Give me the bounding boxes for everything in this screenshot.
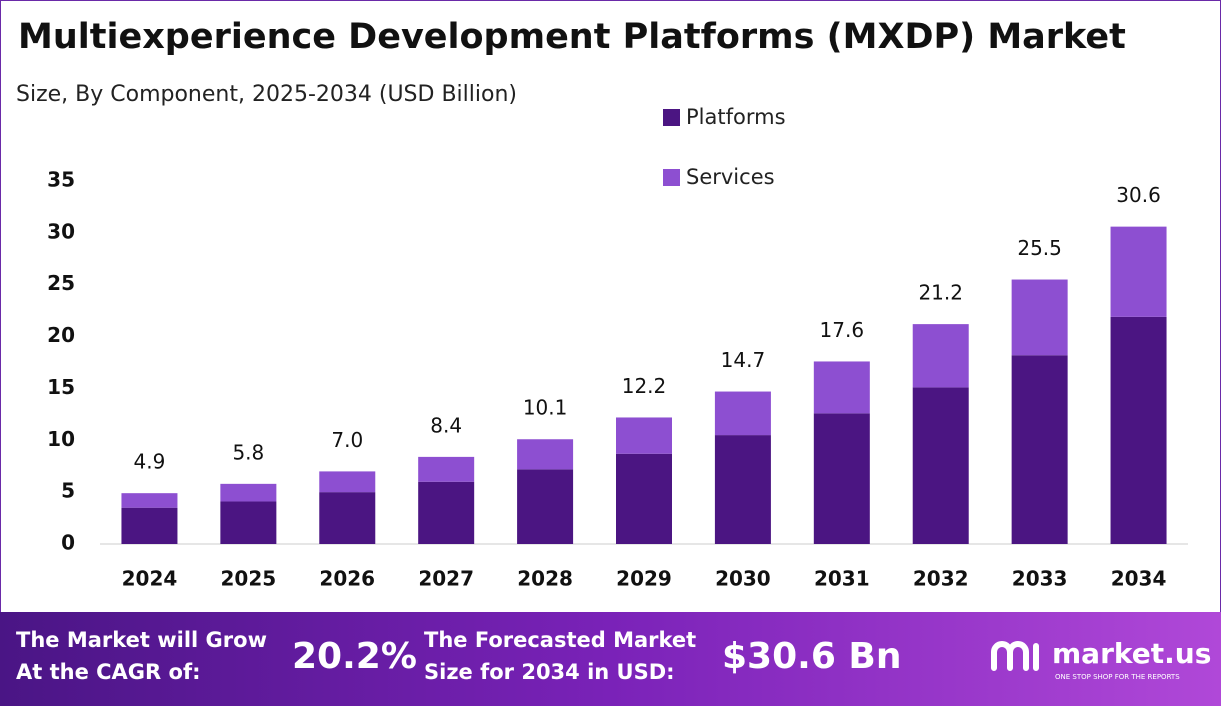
footer-band <box>0 612 1221 706</box>
forecast-text-box: The Forecasted Market Size for 2034 in U… <box>424 628 697 684</box>
value-label: 5.8 <box>232 440 264 464</box>
value-label: 17.6 <box>820 318 865 342</box>
x-tick-label: 2029 <box>616 567 672 591</box>
bar-segment <box>714 435 771 544</box>
bar-segment <box>1110 316 1167 544</box>
bar-segment <box>319 471 376 493</box>
bar-segment <box>1110 226 1167 317</box>
legend-swatch <box>663 169 680 186</box>
bar-segment <box>714 391 771 436</box>
value-label: 4.9 <box>134 450 166 474</box>
x-tick-label: 2027 <box>418 567 474 591</box>
forecast-text: The Forecasted Market Size for 2034 in U… <box>424 628 697 684</box>
value-label: 8.4 <box>430 413 462 437</box>
bar-segment <box>418 481 475 544</box>
value-label: 12.2 <box>622 374 667 398</box>
y-tick-label: 20 <box>47 323 75 347</box>
bar-segment <box>813 413 870 544</box>
footer: The Market will Grow At the CAGR of: 20.… <box>0 612 1221 706</box>
x-tick-label: 2026 <box>319 567 375 591</box>
value-label: 30.6 <box>1116 183 1161 207</box>
value-label: 14.7 <box>721 348 766 372</box>
y-tick-label: 0 <box>61 531 75 555</box>
y-tick-label: 5 <box>61 479 75 503</box>
value-label: 25.5 <box>1017 236 1062 260</box>
bar-segment <box>220 501 277 544</box>
cagr-text: The Market will Grow At the CAGR of: <box>16 628 267 684</box>
x-tick-label: 2030 <box>715 567 771 591</box>
bar-segment <box>912 387 969 544</box>
cagr-text-box: The Market will Grow At the CAGR of: <box>16 628 267 684</box>
y-tick-label: 15 <box>47 375 75 399</box>
legend-swatch <box>663 109 680 126</box>
legend-label: Platforms <box>686 105 786 129</box>
value-label: 7.0 <box>331 428 363 452</box>
x-tick-label: 2024 <box>122 567 178 591</box>
forecast-value: $30.6 Bn <box>722 636 901 677</box>
value-label: 21.2 <box>918 281 963 305</box>
bar-segment <box>121 507 178 544</box>
bar-segment <box>418 456 475 482</box>
brand-name: market.us <box>1052 637 1211 670</box>
brand-tagline: ONE STOP SHOP FOR THE REPORTS <box>1055 673 1180 681</box>
bar-segment <box>1011 279 1068 356</box>
x-tick-label: 2028 <box>517 567 573 591</box>
chart-title: Multiexperience Development Platforms (M… <box>18 17 1126 57</box>
y-tick-label: 35 <box>47 168 75 192</box>
brand-logo <box>991 641 1039 671</box>
legend-label: Services <box>686 165 775 189</box>
y-tick-label: 25 <box>47 271 75 295</box>
value-label: 10.1 <box>523 396 568 420</box>
x-tick-label: 2032 <box>913 567 969 591</box>
bar-segment <box>121 493 178 508</box>
y-tick-label: 30 <box>47 219 75 243</box>
bar-segment <box>319 492 376 544</box>
chart-subtitle: Size, By Component, 2025-2034 (USD Billi… <box>16 82 517 107</box>
x-tick-label: 2034 <box>1111 567 1167 591</box>
x-tick-label: 2025 <box>221 567 277 591</box>
x-tick-label: 2033 <box>1012 567 1068 591</box>
bar-segment <box>912 324 969 388</box>
bar-segment <box>220 483 277 502</box>
cagr-value: 20.2% <box>292 636 417 677</box>
bar-segment <box>517 469 574 544</box>
bar-segment <box>1011 355 1068 544</box>
bar-segment <box>616 453 672 544</box>
y-tick-label: 10 <box>47 427 75 451</box>
bar-segment <box>517 439 574 470</box>
bar-segment <box>616 417 672 454</box>
x-tick-label: 2031 <box>814 567 870 591</box>
bar-segment <box>813 361 870 414</box>
